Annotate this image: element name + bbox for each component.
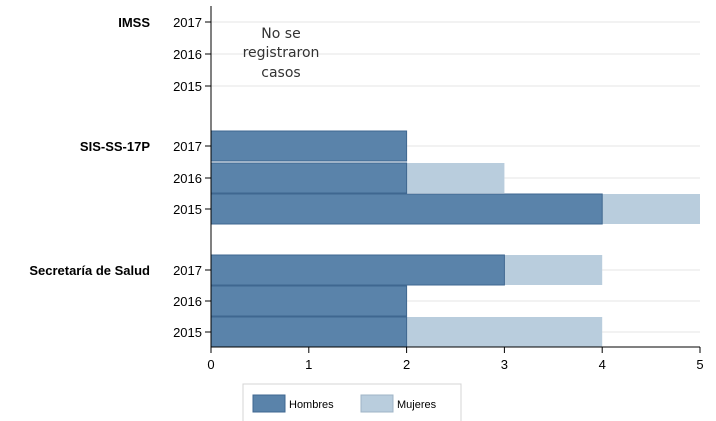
legend: Hombres Mujeres (242, 383, 462, 421)
legend-swatch (360, 394, 394, 413)
bar-mujeres (504, 255, 603, 285)
note-line: registraron (243, 45, 320, 61)
bar-hombres (210, 130, 408, 162)
y-tick-label: 2016 (173, 47, 202, 62)
bar-mujeres (602, 194, 700, 224)
bar-mujeres (406, 317, 603, 347)
bar-hombres (210, 193, 603, 225)
legend-label: Mujeres (397, 399, 437, 411)
y-tick-label: 2016 (173, 171, 202, 186)
bars (210, 130, 700, 348)
y-tick-label: 2017 (173, 263, 202, 278)
bar-hombres (210, 316, 408, 348)
x-tick-label: 4 (599, 357, 606, 372)
y-tick-label: 2016 (173, 294, 202, 309)
x-tick-label: 3 (501, 357, 508, 372)
note-line: No se (261, 26, 300, 42)
group-label: SIS-SS-17P (80, 139, 150, 154)
bar-hombres (210, 254, 505, 286)
group-label: Secretaría de Salud (29, 263, 150, 278)
legend-swatch (252, 394, 286, 413)
group-label: IMSS (118, 15, 150, 30)
labels: 0 1 2 3 4 5 2017 2016 2015 IMSS 2017 2016 2015 SIS-SS… (29, 15, 703, 372)
legend-label: Hombres (289, 399, 334, 411)
y-tick-label: 2017 (173, 15, 202, 30)
x-tick-label: 5 (696, 357, 703, 372)
axes (205, 6, 701, 353)
note-line: casos (261, 65, 300, 81)
x-tick-label: 0 (207, 357, 214, 372)
bar-hombres (210, 162, 408, 194)
bar-hombres (210, 285, 408, 317)
y-tick-label: 2015 (173, 79, 202, 94)
no-cases-note: No se registraron casos (243, 26, 320, 81)
y-tick-label: 2015 (173, 325, 202, 340)
bar-mujeres (406, 163, 505, 193)
y-tick-label: 2017 (173, 139, 202, 154)
y-tick-label: 2015 (173, 202, 202, 217)
x-tick-label: 1 (305, 357, 312, 372)
x-tick-label: 2 (403, 357, 410, 372)
